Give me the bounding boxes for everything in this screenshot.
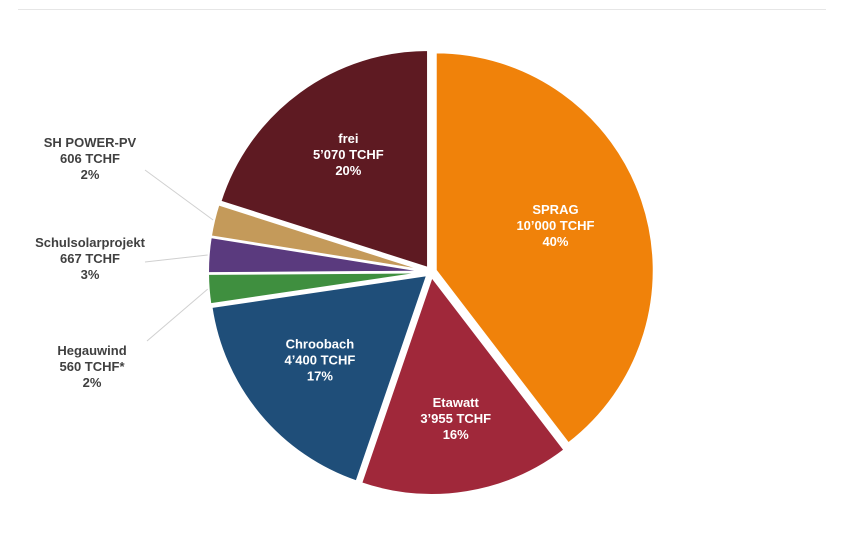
pie-slices — [207, 48, 655, 496]
slice-label-name: Hegauwind — [57, 343, 126, 358]
slice-label-name: frei — [338, 131, 358, 146]
slice-label-amount: 10’000 TCHF — [516, 218, 594, 233]
leader-line-schulsolarprojekt — [144, 254, 208, 263]
slice-label-name: Chroobach — [286, 336, 355, 351]
slice-label-amount: 606 TCHF — [60, 151, 120, 166]
slice-label-sh-power-pv: SH POWER-PV 606 TCHF 2% — [44, 135, 137, 182]
leader-line-hegauwind — [146, 288, 208, 342]
pie-slice-frei — [219, 48, 430, 270]
slice-label-frei: frei 5’070 TCHF 20% — [313, 131, 384, 178]
slice-label-amount: 3’955 TCHF — [420, 411, 491, 426]
slice-label-sprag: SPRAG 10’000 TCHF 40% — [516, 202, 594, 249]
slice-label-percent: 17% — [307, 368, 333, 383]
slice-label-hegauwind: Hegauwind 560 TCHF* 2% — [57, 343, 126, 390]
slice-label-name: SPRAG — [532, 202, 578, 217]
slice-label-etawatt: Etawatt 3’955 TCHF 16% — [420, 395, 491, 442]
slice-label-percent: 20% — [335, 163, 361, 178]
slice-label-percent: 2% — [81, 167, 100, 182]
leader-line-sh-power-pv — [144, 169, 214, 221]
top-border-line — [18, 9, 826, 10]
slice-label-name: Schulsolarprojekt — [35, 235, 145, 250]
slice-label-amount: 4’400 TCHF — [284, 352, 355, 367]
pie-slice-etawatt — [359, 274, 566, 496]
pie-slice-chroobach — [210, 273, 429, 483]
slice-label-percent: 40% — [542, 234, 568, 249]
slice-label-name: SH POWER-PV — [44, 135, 137, 150]
slice-label-percent: 16% — [443, 427, 469, 442]
slice-label-schulsolarprojekt: Schulsolarprojekt 667 TCHF 3% — [35, 235, 145, 282]
slice-label-amount: 667 TCHF — [60, 251, 120, 266]
slice-label-percent: 2% — [83, 375, 102, 390]
leader-lines — [144, 169, 214, 342]
slice-label-amount: 560 TCHF* — [59, 359, 125, 374]
slice-labels: SPRAG 10’000 TCHF 40% Etawatt 3’955 TCHF 16% C… — [35, 131, 594, 442]
pie-slice-sh-power-pv — [209, 203, 427, 272]
slice-label-chroobach: Chroobach 4’400 TCHF 17% — [284, 336, 355, 383]
slice-label-amount: 5’070 TCHF — [313, 147, 384, 162]
slice-label-name: Etawatt — [433, 395, 480, 410]
slice-label-percent: 3% — [81, 267, 100, 282]
pie-slice-sprag — [434, 51, 655, 445]
